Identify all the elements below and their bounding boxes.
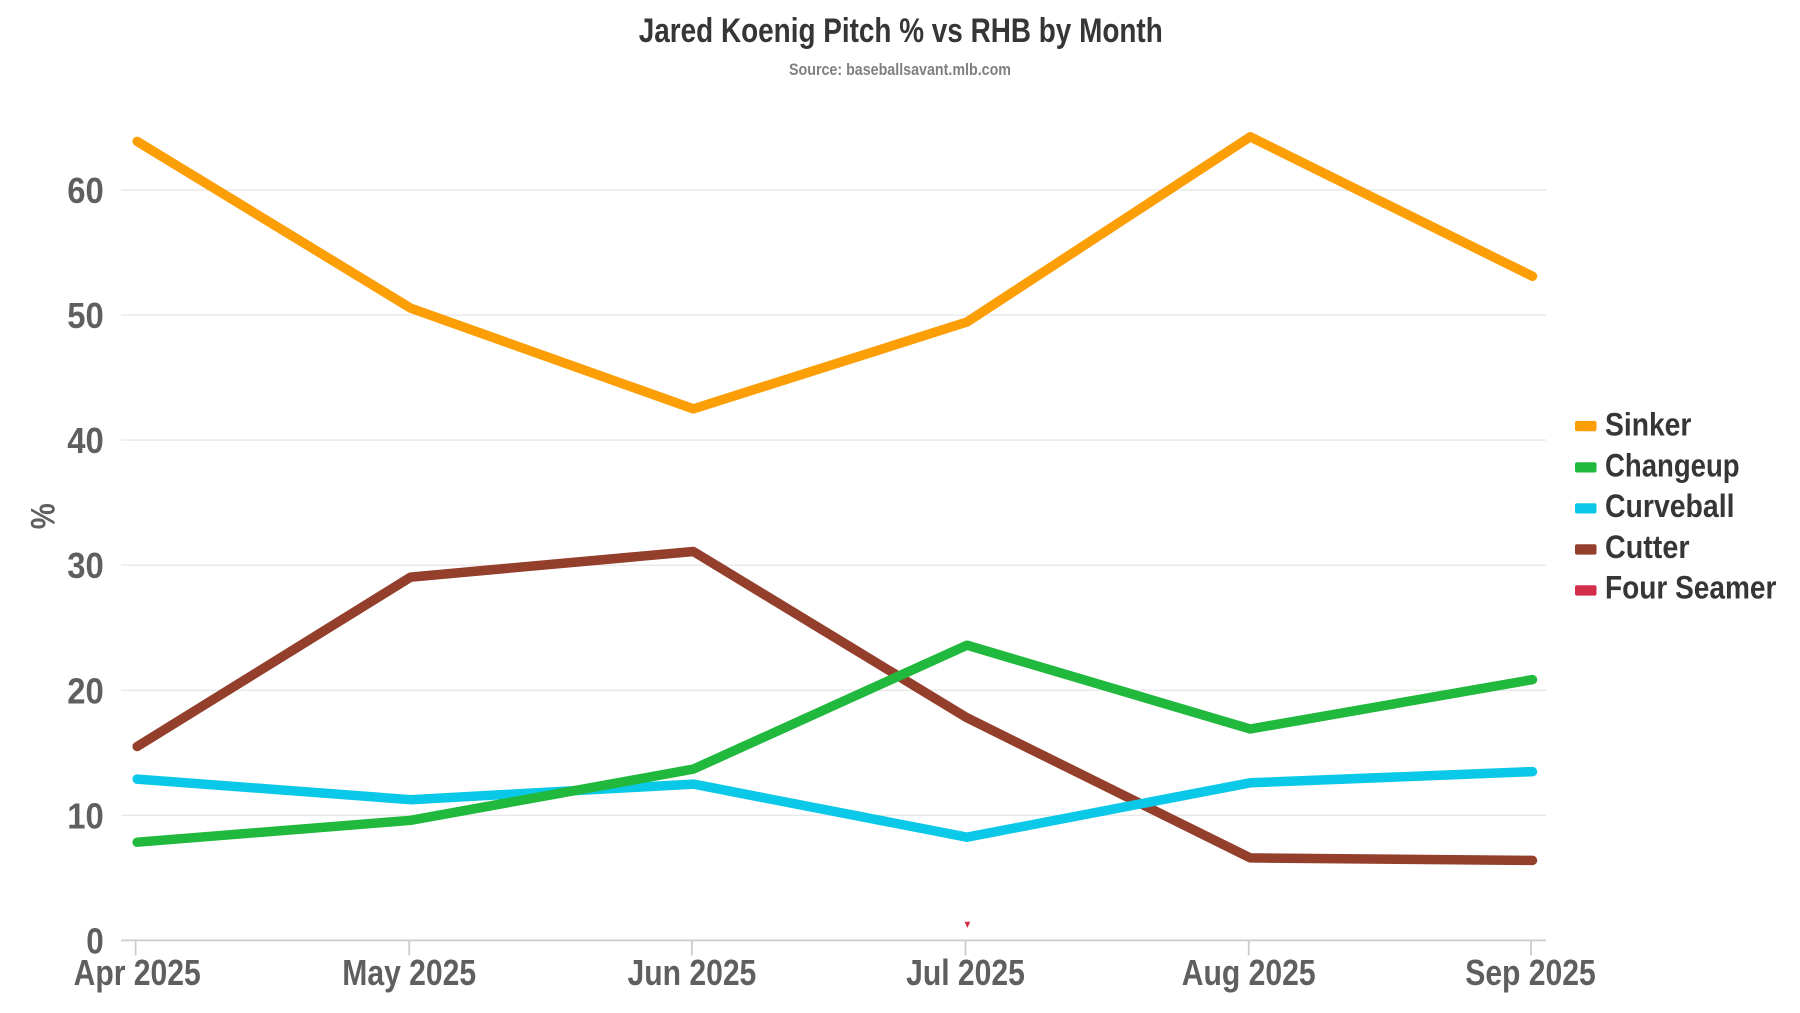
svg-text:10: 10	[67, 795, 104, 836]
svg-text:Sinker: Sinker	[1605, 407, 1692, 443]
svg-text:Four Seamer: Four Seamer	[1605, 570, 1777, 606]
svg-text:Source: baseballsavant.mlb.com: Source: baseballsavant.mlb.com	[789, 60, 1011, 79]
svg-text:30: 30	[67, 545, 104, 586]
svg-text:60: 60	[67, 170, 104, 211]
svg-text:Cutter: Cutter	[1605, 529, 1690, 565]
svg-text:50: 50	[67, 295, 104, 336]
svg-text:0: 0	[86, 920, 104, 961]
svg-text:Jun 2025: Jun 2025	[628, 952, 757, 993]
svg-text:Curveball: Curveball	[1605, 488, 1735, 524]
svg-text:%: %	[25, 503, 63, 529]
svg-text:Aug 2025: Aug 2025	[1182, 952, 1316, 993]
svg-text:Changeup: Changeup	[1605, 447, 1740, 483]
svg-text:Jared Koenig Pitch % vs RHB by: Jared Koenig Pitch % vs RHB by Month	[639, 12, 1163, 50]
svg-text:Jul 2025: Jul 2025	[906, 952, 1025, 993]
svg-text:40: 40	[67, 420, 104, 461]
svg-text:Sep 2025: Sep 2025	[1465, 952, 1596, 993]
svg-text:May 2025: May 2025	[342, 952, 476, 993]
svg-text:Apr 2025: Apr 2025	[74, 952, 201, 993]
svg-text:20: 20	[67, 670, 104, 711]
